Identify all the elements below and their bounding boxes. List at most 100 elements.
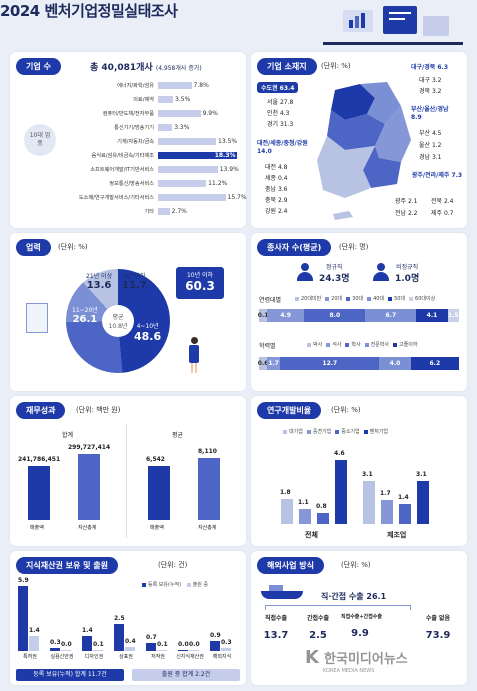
rnd-legend-swatch	[306, 429, 311, 434]
rnd-bar-value: 3.1	[362, 470, 373, 478]
rnd-legend-swatch	[335, 429, 340, 434]
industry-value: 11.2%	[208, 180, 228, 187]
nonregular-value: 1.0명	[395, 274, 420, 284]
total-sales-label: 매출액	[30, 525, 44, 531]
chungbuk-label: 충북 2.9	[265, 197, 288, 204]
ip-filed-bar	[221, 647, 231, 651]
ip-owned-bar	[210, 641, 220, 651]
avg-sales-label: 매출액	[150, 525, 164, 531]
edu-segment-value: 6.2	[429, 360, 441, 367]
age-group-segment-value: 1.5	[447, 312, 459, 319]
ip-owned-bar	[178, 650, 188, 651]
ip-category-label: 특허권	[23, 654, 37, 660]
chungnam-label: 충남 3.6	[265, 186, 288, 193]
age-unit: (단위: %)	[58, 243, 88, 251]
rnd-legend-item: 벤처기업	[369, 429, 389, 435]
industry-bar	[158, 110, 201, 117]
rnd-bar-value: 1.4	[398, 494, 409, 502]
companies-total-value: 총 40,081개사	[90, 63, 153, 73]
capital-label: 수도권 63.4	[257, 82, 299, 93]
edu-legend-item: 석사	[332, 342, 342, 348]
ip-filed-bar	[29, 635, 39, 651]
rnd-bar	[399, 504, 411, 524]
age-callout-label: 10년 이하	[186, 272, 214, 279]
ip-category-label: 실용신안권	[50, 654, 74, 660]
age-group-legend-item: 50대	[394, 296, 406, 302]
industry-label: 에너지/화학/섬유	[117, 83, 154, 89]
ip-unit: (단위: 건)	[158, 561, 188, 569]
rnd-legend-swatch	[283, 429, 287, 434]
regular-label: 정규직	[325, 264, 343, 271]
industry-label: 정보통신/방송서비스	[109, 181, 154, 187]
overseas-unit: (단위: %)	[341, 561, 371, 569]
gyeongbuk-label: 경북 3.2	[419, 88, 442, 95]
industry-bar	[158, 166, 218, 173]
edu-legend-item: 박사	[313, 342, 323, 348]
ip-filed-bar	[93, 649, 103, 651]
industry-value: 7.8%	[193, 82, 209, 89]
industry-label: 의료/제약	[133, 97, 154, 103]
presentation-board-illustration	[26, 303, 48, 333]
rnd-legend-item: 중견기업	[312, 429, 332, 435]
age-group-legend-swatch	[325, 296, 330, 301]
ip-filed-bar	[189, 650, 199, 651]
ip-owned-value: 0.7	[146, 634, 157, 642]
finance-total-title: 합계	[62, 432, 74, 439]
watermark-sub: KOREA MEDIA NEWS	[323, 668, 375, 674]
age-group-legend-item: 30대	[352, 296, 364, 302]
finance-unit: (단위: 백만 원)	[76, 406, 121, 414]
age-group-segment: 1.5	[447, 309, 459, 322]
industry-value: 13.9%	[219, 166, 239, 173]
map-region-daegu-gb	[375, 106, 411, 162]
seg-21plus-value: 13.6	[86, 280, 112, 291]
rnd-unit: (단위: %)	[331, 406, 361, 414]
age-callout: 10년 이하 60.3	[176, 267, 224, 299]
industry-value: 13.5%	[218, 138, 238, 145]
export-method-item: 수출 없음 73.9	[415, 613, 461, 641]
rnd-bar-value: 4.6	[334, 449, 345, 457]
total-assets-label: 자산총계	[78, 525, 97, 531]
page-title: 2024 벤처기업정밀실태조사	[0, 2, 178, 20]
ip-filed-bar	[125, 646, 135, 651]
age-donut-hole: 평균 10.8년	[102, 305, 134, 337]
ip-card: 지식재산권 보유 및 출원 (단위: 건) 등록 보유(누적) 출원 중 5.9…	[10, 551, 246, 685]
export-bracket	[265, 605, 411, 610]
ip-owned-bar	[146, 643, 156, 651]
rnd-bar-value: 0.8	[316, 502, 327, 510]
age-group-segment: 4.1	[416, 309, 448, 322]
avg-assets-value: 8,110	[198, 448, 217, 455]
ip-category-label: 디자인권	[84, 654, 104, 660]
watermark-text: 한국미디어뉴스	[324, 652, 408, 667]
rnd-legend-swatch	[363, 429, 368, 434]
avg-sales-value: 6,542	[146, 456, 165, 463]
edu-segment: 12.7	[280, 357, 380, 370]
seg-11-20: 11~20년 26.1	[72, 305, 98, 325]
age-group-legend: 20대미만 20대 30대 40대 50대 60대이상	[291, 295, 435, 302]
age-group-legend-swatch	[367, 296, 372, 301]
seoul-label: 서울 27.8	[267, 99, 294, 106]
daejeon-label: 대전 4.8	[265, 164, 288, 171]
gangwon-label: 강원 2.4	[265, 208, 288, 215]
age-group-segment: 6.7	[365, 309, 417, 322]
edu-title: 학력별	[259, 343, 276, 350]
seg-21plus: 21년 이상 13.6	[86, 271, 112, 291]
industry-bar	[158, 180, 207, 187]
export-header: 직·간접 수출 26.1	[321, 592, 387, 601]
total-assets-bar	[78, 454, 100, 520]
industry-label: 기계/자동차/금속	[117, 139, 154, 145]
rnd-bar-value: 3.1	[416, 470, 427, 478]
age-avg-value: 10.8년	[108, 323, 128, 330]
seg-21plus-label: 21년 이상	[86, 273, 113, 280]
export-method-value: 9.9	[351, 628, 369, 639]
map-region-gangwon	[360, 82, 401, 124]
seg-under3: 3년 이하 11.7	[122, 271, 147, 291]
ip-pill: 지식재산권 보유 및 출원	[16, 557, 118, 574]
ip-legend-owned-swatch	[142, 582, 146, 587]
nonregular-label: 비정규직	[396, 264, 419, 271]
rnd-bar-value: 1.8	[280, 488, 291, 496]
header-illustration	[323, 6, 463, 50]
industry-group-label: 10대 업종	[29, 132, 51, 147]
jeonbuk-label: 전북 2.4	[431, 198, 454, 205]
export-method-value: 2.5	[309, 630, 327, 641]
edu-segment-value: 1.7	[268, 360, 279, 367]
